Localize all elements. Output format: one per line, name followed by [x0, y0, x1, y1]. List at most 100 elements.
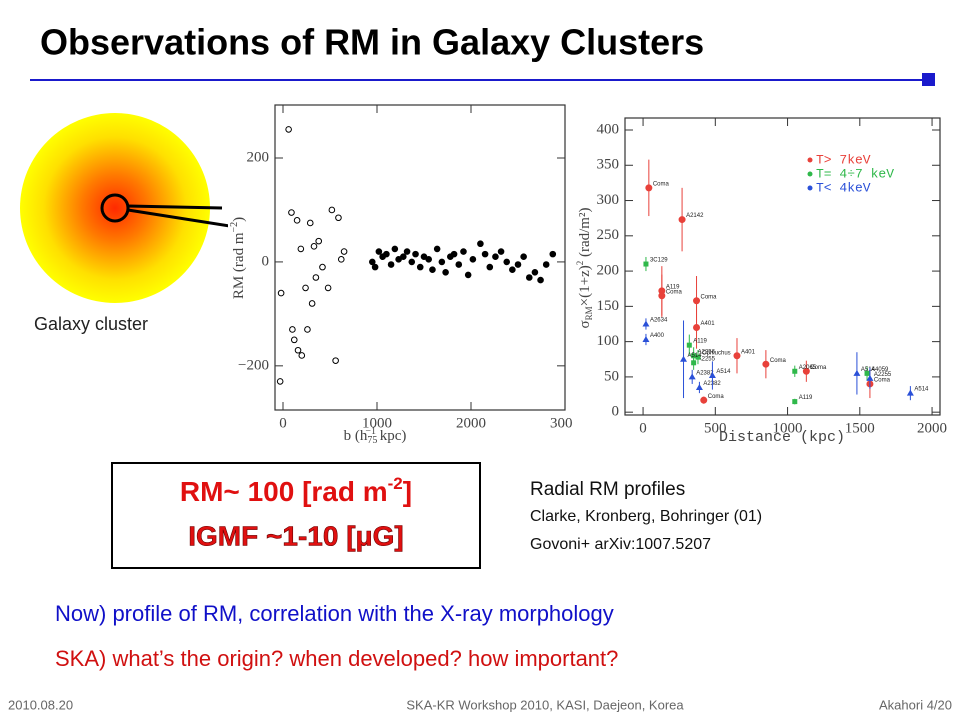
right-plot: σRM×(1+z)2 (rad/m²) Distance (kpc) 0 50 10…: [575, 110, 950, 446]
point-label: A2255: [874, 372, 892, 378]
point: [693, 297, 701, 305]
legend-swatch: [807, 171, 813, 177]
point: [319, 263, 326, 271]
label: RM (rad m: [231, 232, 247, 299]
point: [695, 383, 703, 390]
x-tick-label: 2000: [917, 420, 947, 436]
y-tick-label: 100: [597, 333, 620, 349]
point: [368, 258, 376, 266]
point: [400, 253, 407, 261]
point: [460, 248, 467, 255]
y-tick-label: 200: [247, 149, 270, 165]
point: [477, 240, 484, 248]
point: [438, 258, 446, 266]
point: [492, 253, 499, 261]
text-end: ]: [403, 476, 412, 507]
label-end: kpc): [376, 428, 406, 444]
y-tick-label: 150: [597, 298, 620, 314]
point: [294, 346, 302, 354]
point-label: Coma: [701, 294, 718, 300]
point: [328, 206, 336, 214]
summary-box: [111, 462, 481, 569]
point: [304, 326, 311, 333]
point: [643, 261, 649, 267]
y-tick-label: 200: [597, 263, 620, 279]
x-axis-label: b (h75−1 kpc): [344, 426, 407, 446]
point: [442, 269, 449, 276]
point: [450, 250, 458, 258]
point-label: Ophiuchus: [702, 351, 731, 357]
x-tick-label: 1000: [773, 420, 803, 436]
point: [509, 266, 516, 274]
point: [302, 284, 309, 292]
point: [695, 354, 701, 360]
point: [403, 248, 411, 255]
point: [297, 245, 305, 253]
point-label: A119: [666, 284, 680, 290]
point: [433, 245, 441, 253]
x-tick-label: 0: [279, 415, 287, 431]
point-label: A2382: [696, 370, 714, 376]
note-now: Now) profile of RM, correlation with the…: [55, 601, 614, 626]
point: [906, 389, 914, 396]
legend-swatch: [807, 185, 813, 191]
label-sub: 75: [367, 435, 377, 446]
point-label: A4059: [871, 367, 889, 373]
point-label: A2255: [698, 356, 716, 362]
y-tick-label: 0: [612, 404, 620, 420]
legend-label: T= 4÷7 keV: [816, 166, 894, 181]
title-rule-square: [922, 73, 935, 86]
point: [332, 357, 339, 364]
point: [306, 219, 314, 227]
legend-swatch: [807, 157, 813, 163]
y-tick-label: 400: [597, 121, 620, 137]
label-sup: −2: [229, 222, 240, 233]
point-label: A401: [741, 349, 756, 355]
point: [408, 258, 416, 266]
label: σ: [577, 320, 593, 328]
point: [312, 274, 320, 281]
point: [383, 250, 390, 258]
point: [315, 237, 323, 245]
plot-bg: [588, 110, 950, 440]
point: [864, 370, 870, 376]
cluster: [20, 113, 210, 303]
sup: -2: [388, 474, 403, 493]
point: [678, 216, 686, 224]
point-label: A514: [716, 369, 731, 375]
point: [700, 396, 708, 404]
point: [503, 258, 511, 266]
point: [416, 263, 424, 271]
point: [387, 261, 395, 268]
point: [308, 300, 316, 307]
point: [708, 371, 716, 378]
point-label: 3C129: [650, 258, 668, 264]
point: [293, 217, 301, 224]
point: [310, 243, 318, 250]
point-label: A119: [799, 395, 813, 401]
box-line-1: RM~ 100 [rad m-2]: [180, 474, 412, 507]
y-tick-label: 50: [604, 368, 619, 384]
frame: [274, 104, 566, 411]
y-tick-label: 300: [597, 192, 620, 208]
point: [520, 253, 527, 261]
point: [391, 245, 399, 253]
frame: [624, 117, 941, 416]
point-label: Coma: [874, 378, 891, 384]
point: [792, 399, 798, 405]
caption-title: Radial RM profiles: [530, 479, 685, 500]
x-axis-label: Distance (kpc): [719, 429, 845, 446]
point: [693, 324, 701, 332]
point: [455, 261, 463, 268]
point: [792, 368, 798, 374]
point: [371, 263, 379, 271]
point: [525, 274, 533, 281]
point: [691, 360, 697, 366]
y-tick-label: 350: [597, 157, 620, 173]
y-tick-label: 0: [262, 253, 270, 269]
point: [542, 261, 550, 268]
point-label: Coma: [666, 289, 683, 295]
point: [733, 352, 741, 360]
